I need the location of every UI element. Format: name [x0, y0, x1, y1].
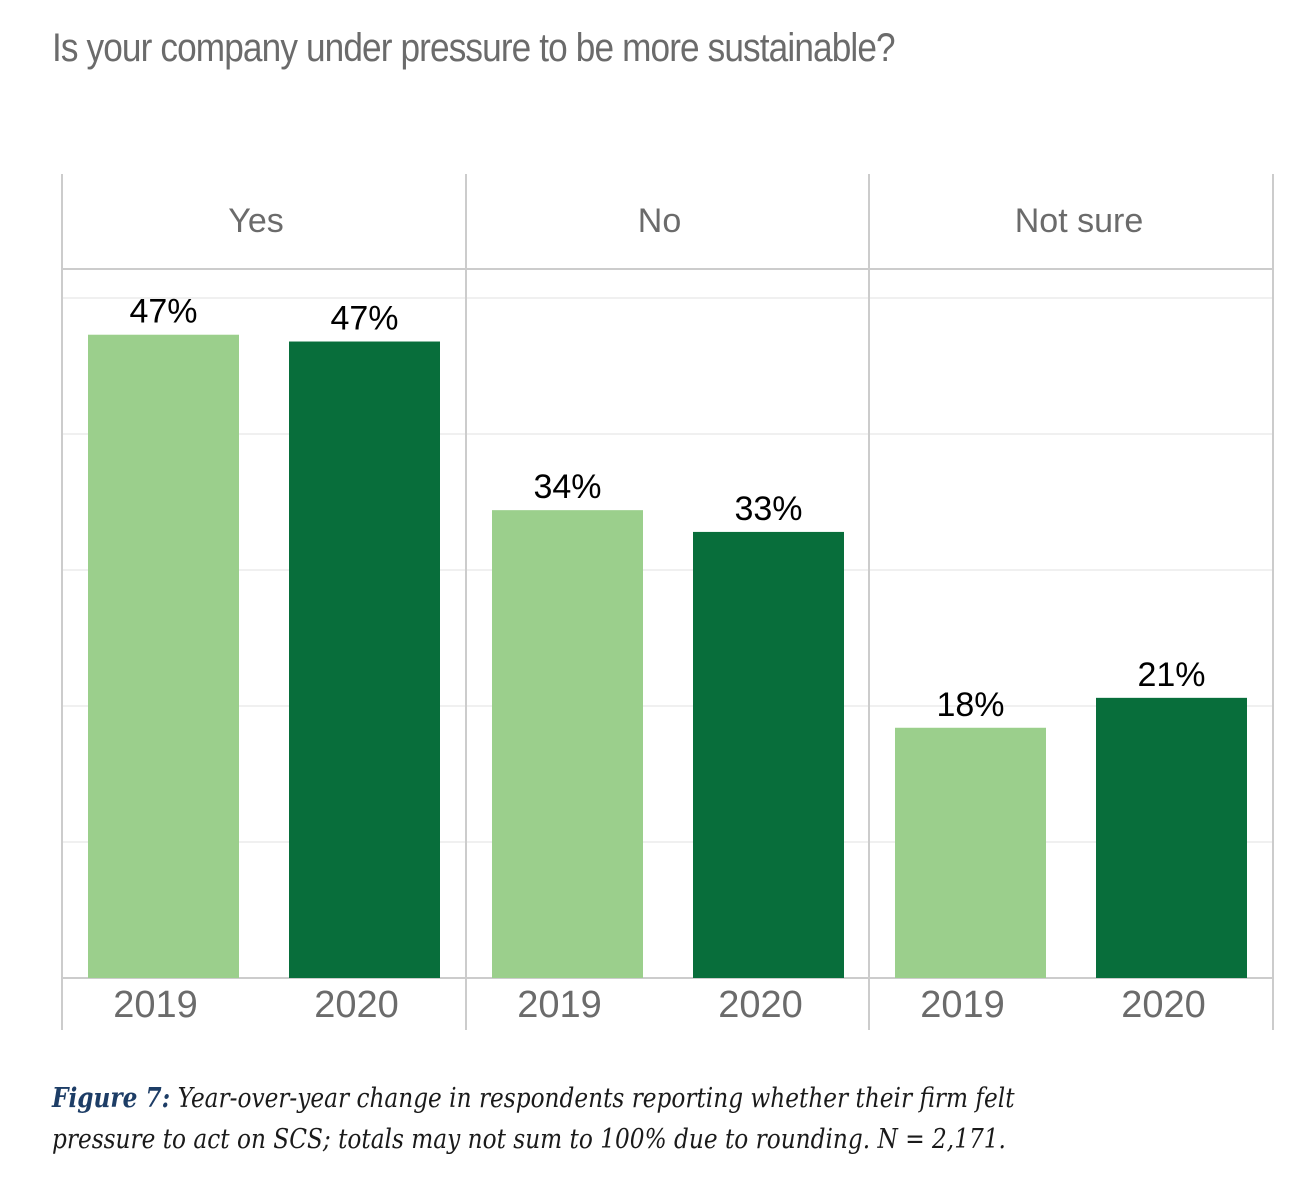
bar-not-sure-2020 — [1096, 697, 1247, 978]
data-label: 34% — [533, 468, 601, 506]
chart: Yes 47% 2019 47% 2020 No 34% 2019 33% 2020 Not sur… — [61, 174, 1274, 1030]
bar-yes-2019 — [88, 334, 239, 979]
data-label: 18% — [936, 686, 1004, 724]
x-tick-label: 2019 — [517, 984, 602, 1026]
figure-caption: Figure 7: Year-over-year change in respo… — [52, 1078, 1084, 1160]
bar-not-sure-2019 — [895, 727, 1046, 978]
figure-label: Figure 7: — [52, 1083, 171, 1114]
caption-line-1: Year-over-year change in respondents rep… — [170, 1083, 1015, 1114]
bar-yes-2020 — [289, 341, 440, 978]
x-tick-label: 2020 — [718, 984, 803, 1026]
data-label: 47% — [129, 293, 197, 331]
x-tick-label: 2020 — [314, 984, 399, 1026]
bar-no-2020 — [693, 531, 844, 978]
bar-no-2019 — [492, 510, 643, 978]
data-label: 21% — [1137, 656, 1205, 694]
chart-title: Is your company under pressure to be mor… — [52, 26, 896, 70]
panel-header-yes: Yes — [228, 202, 283, 240]
panel-header-no: No — [638, 202, 681, 240]
data-label: 33% — [734, 490, 802, 528]
caption-line-2: pressure to act on SCS; totals may not s… — [52, 1124, 1006, 1155]
x-tick-label: 2019 — [920, 984, 1005, 1026]
x-tick-label: 2020 — [1121, 984, 1206, 1026]
data-label: 47% — [330, 300, 398, 338]
panel-header-not-sure: Not sure — [1015, 202, 1144, 240]
x-tick-label: 2019 — [113, 984, 198, 1026]
